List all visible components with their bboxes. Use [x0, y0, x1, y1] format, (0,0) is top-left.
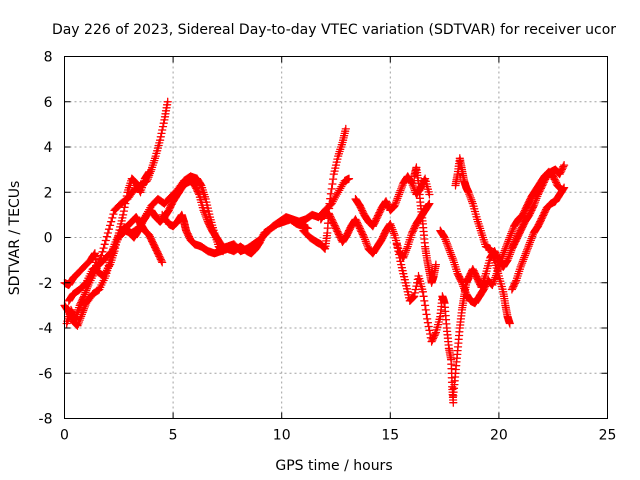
series-track-9 — [316, 199, 434, 263]
x-tick-label: 20 — [490, 428, 508, 444]
plus-markers — [436, 167, 567, 308]
series-track-5 — [125, 176, 226, 249]
x-axis-ticks: 0 5 10 15 20 25 — [60, 56, 617, 444]
plus-markers — [451, 154, 514, 328]
series-track-16 — [410, 163, 441, 287]
y-tick-label: 4 — [44, 140, 53, 156]
y-tick-label: 0 — [44, 231, 53, 247]
plus-markers — [351, 172, 434, 231]
series-track-10 — [351, 172, 434, 231]
plus-markers — [316, 199, 434, 263]
y-tick-label: -8 — [39, 412, 53, 428]
series-track-11 — [392, 240, 458, 407]
plus-markers — [507, 183, 569, 294]
y-tick-label: 6 — [44, 95, 53, 111]
plus-markers — [125, 176, 226, 249]
y-tick-label: -6 — [39, 366, 53, 382]
plus-markers — [410, 163, 441, 287]
chart-title: Day 226 of 2023, Sidereal Day-to-day VTE… — [52, 22, 616, 38]
series-track-13 — [436, 167, 567, 308]
y-tick-label: -4 — [39, 321, 53, 337]
plus-markers — [392, 240, 458, 407]
y-tick-label: -2 — [39, 276, 53, 292]
x-axis-label: GPS time / hours — [275, 458, 392, 474]
y-axis-ticks: -8 -6 -4 -2 0 2 4 6 8 — [39, 50, 608, 428]
y-tick-label: 8 — [44, 50, 53, 66]
y-tick-label: 2 — [44, 185, 53, 201]
x-tick-label: 15 — [381, 428, 399, 444]
x-tick-label: 5 — [169, 428, 178, 444]
x-tick-label: 25 — [599, 428, 617, 444]
series-track-15 — [507, 183, 569, 294]
data-traces — [60, 97, 569, 407]
y-axis-label: SDTVAR / TECUs — [7, 181, 23, 296]
series-track-14 — [451, 154, 514, 328]
x-tick-label: 0 — [60, 428, 69, 444]
x-tick-label: 10 — [273, 428, 291, 444]
